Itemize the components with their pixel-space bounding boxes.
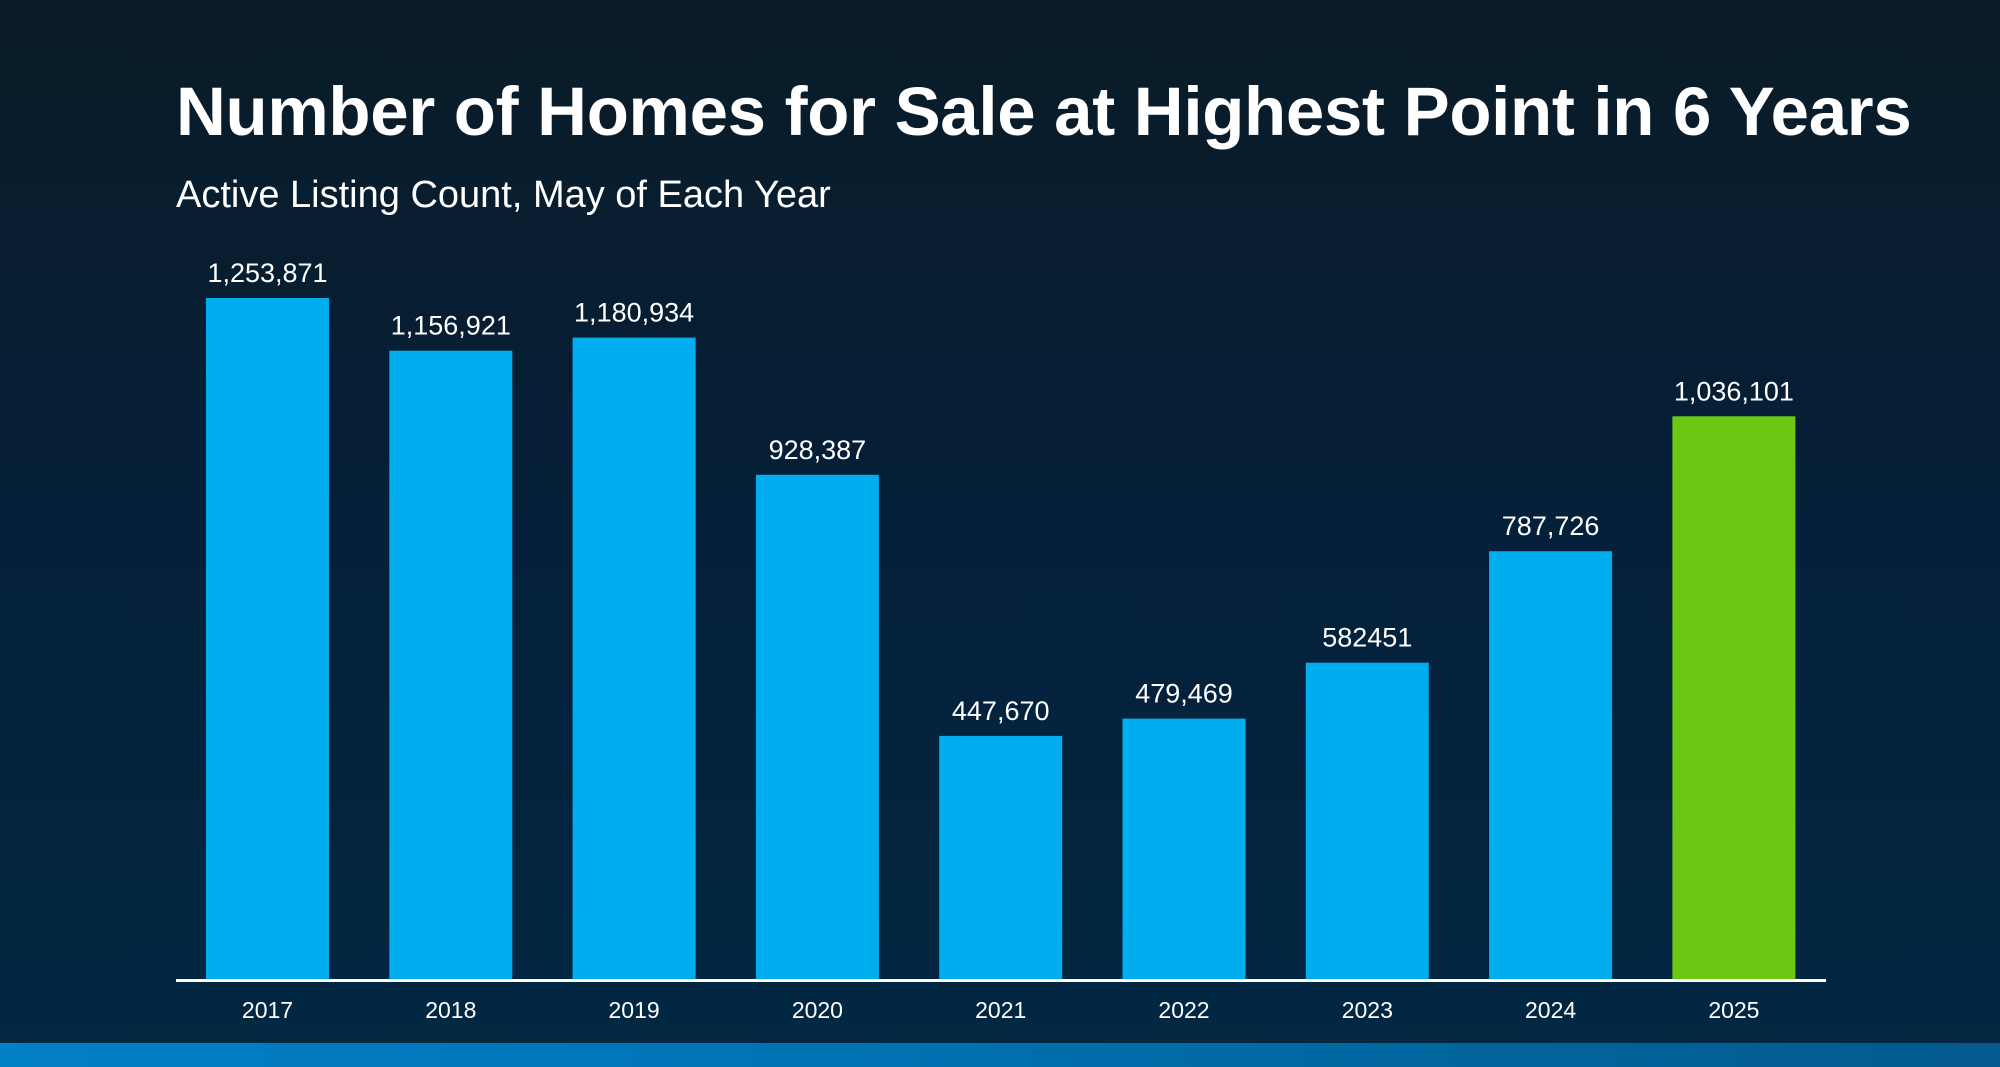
x-tick-label-2019: 2019 [609,997,660,1023]
x-tick-labels-group: 2017 2018 2019 2020 2021 2022 2023 2024 2025 [242,997,1760,1023]
bar-2018 [389,350,513,979]
data-label-2017: 1,253,871 [207,258,327,288]
value-labels-group: 1,253,871 1,156,921 1,180,934 928,387 447,67… [207,258,1794,726]
x-tick-label-2017: 2017 [242,997,293,1023]
bar-2019 [572,337,696,980]
bar-2024 [1489,551,1613,979]
bar-2017 [206,298,329,979]
bar-2022 [1122,718,1246,979]
data-label-2024: 787,726 [1502,511,1600,541]
chart-subtitle: Active Listing Count, May of Each Year [176,174,831,216]
x-tick-label-2024: 2024 [1525,997,1576,1023]
data-label-2018: 1,156,921 [391,311,511,341]
data-label-2020: 928,387 [769,435,867,465]
x-tick-label-2022: 2022 [1158,997,1209,1023]
data-label-2019: 1,180,934 [574,298,694,328]
data-label-2025: 1,036,101 [1674,376,1794,406]
footer-band [0,1043,2000,1067]
bar-2025 [1672,416,1796,979]
bars-group [206,298,1796,980]
x-tick-label-2018: 2018 [425,997,476,1023]
data-label-2021: 447,670 [952,696,1050,726]
bar-2023 [1305,662,1429,979]
x-tick-label-2020: 2020 [792,997,843,1023]
x-tick-label-2023: 2023 [1342,997,1393,1023]
data-label-2023: 582451 [1322,623,1412,653]
chart-title: Number of Homes for Sale at Highest Poin… [176,73,1912,150]
data-label-2022: 479,469 [1135,679,1233,709]
x-tick-label-2025: 2025 [1708,997,1759,1023]
bar-2021 [939,735,1063,979]
bar-2020 [755,474,879,979]
x-tick-label-2021: 2021 [975,997,1026,1023]
